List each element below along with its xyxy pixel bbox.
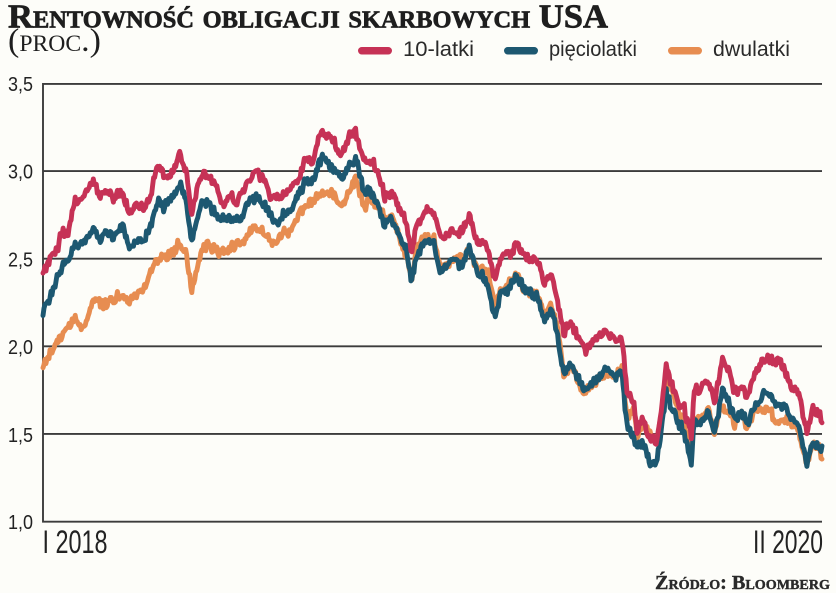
svg-text:pięciolatki: pięciolatki — [549, 38, 637, 61]
svg-text:3,0: 3,0 — [8, 162, 33, 184]
svg-text:Źródło: Bloomberg: Źródło: Bloomberg — [655, 571, 830, 593]
svg-text:dwulatki: dwulatki — [713, 38, 790, 61]
svg-text:3,5: 3,5 — [8, 74, 33, 96]
svg-text:2,5: 2,5 — [8, 250, 33, 272]
svg-text:I 2018: I 2018 — [43, 524, 108, 560]
svg-text:(proc.): (proc.) — [8, 23, 101, 59]
svg-text:Rentowność obligacji skarbowyc: Rentowność obligacji skarbowych USA — [8, 0, 608, 36]
svg-text:1,0: 1,0 — [8, 512, 33, 534]
svg-text:1,5: 1,5 — [8, 425, 33, 447]
svg-text:10-latki: 10-latki — [403, 38, 474, 61]
svg-text:2,0: 2,0 — [8, 337, 33, 359]
svg-text:II 2020: II 2020 — [753, 524, 823, 560]
